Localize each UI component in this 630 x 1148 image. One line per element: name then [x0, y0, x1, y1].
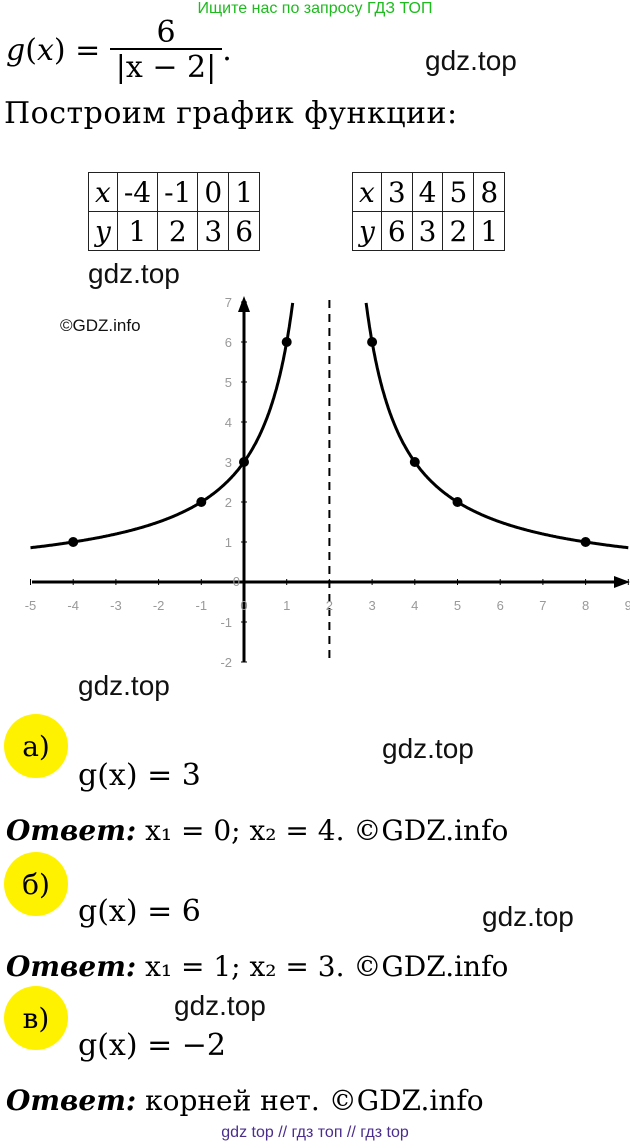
part-b-equation: g(x) = 6 [78, 894, 201, 929]
table-cell: 0 [197, 172, 230, 212]
x-tick-label: -1 [196, 598, 208, 613]
x-tick-label: 7 [539, 598, 546, 613]
part-b-marker: б) [4, 852, 68, 916]
data-point [196, 497, 207, 507]
x-tick-label: 4 [411, 598, 418, 613]
curve-right-branch [364, 302, 629, 550]
table-row: x -4 -1 0 1 [88, 172, 261, 212]
data-point [452, 497, 463, 507]
function-numerator: 6 [109, 18, 223, 50]
chart-points [68, 337, 591, 547]
value-table-left: x -4 -1 0 1 y 1 2 3 6 [88, 172, 261, 251]
x-tick-label: 2 [326, 598, 333, 613]
part-c-equation: g(x) = −2 [78, 1028, 226, 1063]
y-tick-label: 7 [225, 295, 232, 310]
table-cell: 3 [411, 211, 444, 251]
y-tick-label: 5 [225, 375, 232, 390]
function-fraction: 6 |x − 2| [109, 18, 223, 86]
x-tick-label: 0 [240, 598, 247, 613]
table-cell: 5 [442, 172, 475, 212]
x-tick-label: -2 [153, 598, 165, 613]
table-cell: -1 [157, 172, 199, 212]
table-cell: 3 [197, 211, 230, 251]
part-a-marker: а) [4, 714, 68, 778]
table-cell: 6 [228, 211, 261, 251]
table-cell: 1 [116, 211, 159, 251]
x-tick-label: -4 [67, 598, 79, 613]
function-lhs: g(x) = [6, 33, 101, 68]
watermark-gdz-top: gdz.top [174, 990, 266, 1021]
y-tick-label: 0 [233, 574, 240, 589]
y-tick-label: 3 [225, 455, 232, 470]
x-axis-arrow [614, 576, 630, 588]
table-cell: 2 [442, 211, 475, 251]
data-point [367, 337, 378, 347]
part-a-equation: g(x) = 3 [78, 758, 201, 793]
part-c-marker: в) [4, 986, 68, 1050]
table-cell: 3 [380, 172, 413, 212]
watermark-gdz-top: gdz.top [425, 45, 517, 76]
function-graph: ©GDZ.info -5 -4 -3 -2 -1 0 1 2 3 4 5 6 7 8 9 -2 -1 0 1 2 3 4 5… [25, 295, 630, 670]
watermark-gdz-top: gdz.top [482, 901, 574, 932]
curve-left-branch [30, 302, 295, 550]
table-row-label: y [352, 211, 382, 251]
table-cell: 4 [411, 172, 444, 212]
table-cell: 1 [228, 172, 261, 212]
y-tick-label: 6 [225, 335, 232, 350]
x-tick-label: -3 [110, 598, 122, 613]
bottom-banner: gdz top // гдз топ // гдз top [221, 1124, 409, 1141]
function-denominator: |x − 2| [115, 50, 217, 85]
section-heading: Построим график функции: [4, 96, 458, 131]
table-row-label: x [352, 172, 382, 212]
y-tick-label: 4 [225, 415, 232, 430]
x-tick-label: 5 [454, 598, 461, 613]
table-cell: 1 [473, 211, 506, 251]
chart-axes [32, 296, 630, 662]
function-period: . [222, 33, 232, 68]
x-tick-label: 9 [625, 598, 630, 613]
data-point [580, 537, 591, 547]
table-row-label: x [88, 172, 118, 212]
y-tick-label: -1 [220, 615, 232, 630]
data-point [409, 457, 420, 467]
x-tick-label: -5 [25, 598, 37, 613]
part-a-answer: Ответ: x₁ = 0; x₂ = 4. ©GDZ.info [6, 814, 509, 847]
table-cell: 6 [380, 211, 413, 251]
table-cell: 8 [473, 172, 506, 212]
y-tick-label: 1 [225, 535, 232, 550]
watermark-gdz-top: gdz.top [382, 733, 474, 764]
table-row-label: y [88, 211, 118, 251]
function-definition: g(x) = 6 |x − 2| . [6, 18, 232, 86]
y-axis-arrow [238, 296, 250, 312]
data-point [68, 537, 79, 547]
chart-watermark-gdz-info: ©GDZ.info [60, 316, 141, 335]
x-tick-label: 1 [283, 598, 290, 613]
data-point [281, 337, 292, 347]
y-tick-label: 2 [225, 495, 232, 510]
x-tick-label: 8 [582, 598, 589, 613]
top-banner: Ищите нас по запросу ГДЗ ТОП [197, 0, 433, 17]
watermark-gdz-top: gdz.top [88, 258, 180, 289]
y-tick-label: -2 [220, 655, 232, 670]
table-cell: -4 [116, 172, 159, 212]
watermark-gdz-top: gdz.top [78, 670, 170, 701]
x-tick-label: 6 [497, 598, 504, 613]
chart-ticks: -5 -4 -3 -2 -1 0 1 2 3 4 5 6 7 8 9 -2 -1 0 1 2 3 4 5 6 7 [25, 295, 630, 670]
table-cell: 2 [157, 211, 199, 251]
data-point [239, 457, 249, 467]
part-b-answer: Ответ: x₁ = 1; x₂ = 3. ©GDZ.info [6, 950, 509, 983]
x-tick-label: 3 [368, 598, 375, 613]
part-c-answer: Ответ: корней нет. ©GDZ.info [6, 1084, 484, 1117]
